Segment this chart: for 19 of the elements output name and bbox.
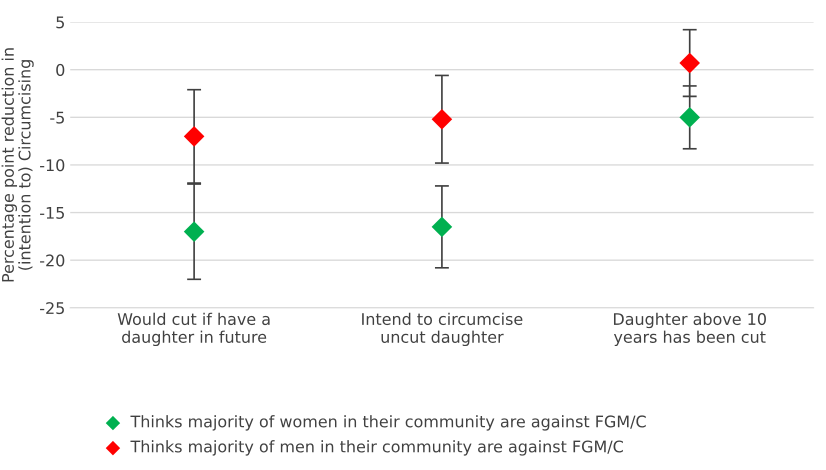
point <box>432 216 452 238</box>
y-tick-label: 0 <box>56 64 64 76</box>
point <box>432 108 452 130</box>
y-tick-label: -25 <box>40 302 64 314</box>
point <box>184 126 204 147</box>
y-tick-label: -15 <box>40 207 64 219</box>
y-tick-label: 5 <box>56 16 64 28</box>
x-tick-label: Intend to circumcise uncut daughter <box>362 312 522 346</box>
x-tick-label: Daughter above 10 years has been cut <box>614 312 766 346</box>
legend-label: Thinks majority of women in their community are against FGM/C <box>130 415 646 431</box>
y-tick-label: -5 <box>50 112 64 124</box>
x-tick-label: Would cut if have a daughter in future <box>118 312 270 346</box>
point <box>679 52 700 74</box>
y-tick-label: -10 <box>40 159 64 172</box>
y-tick-label: -20 <box>40 254 64 267</box>
legend-label: Thinks majority of men in their community are against FGM/C <box>130 440 623 456</box>
point <box>679 107 700 128</box>
point <box>184 221 204 242</box>
y-axis-title: Percentage point reduction in (intention to) Circumcising <box>2 48 34 282</box>
